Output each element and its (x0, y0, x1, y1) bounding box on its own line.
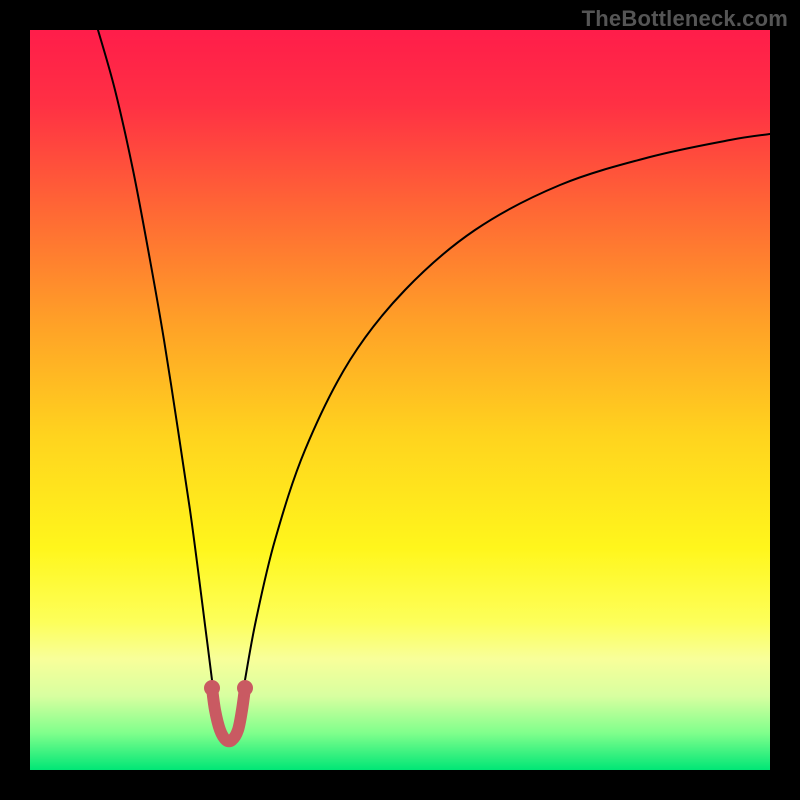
bottom-marker-dot-0 (204, 680, 220, 696)
bottom-marker-dot-1 (237, 680, 253, 696)
watermark-text: TheBottleneck.com (582, 6, 788, 32)
gradient-background (30, 30, 770, 770)
plot-area (30, 30, 770, 770)
bottleneck-curve-chart (30, 30, 770, 770)
chart-frame: TheBottleneck.com (0, 0, 800, 800)
